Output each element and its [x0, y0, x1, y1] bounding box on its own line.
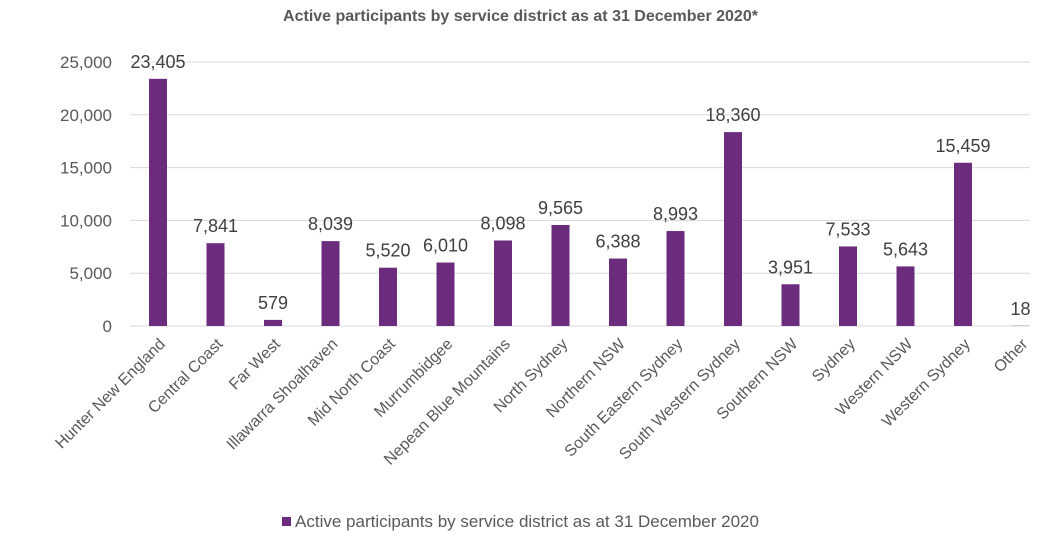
- chart-title: Active participants by service district …: [283, 8, 758, 25]
- data-label: 15,459: [935, 136, 990, 156]
- y-tick-label: 10,000: [60, 211, 112, 230]
- category-label: South Eastern Sydney: [562, 336, 687, 461]
- bar: [379, 267, 397, 326]
- bar: [321, 241, 340, 326]
- bar: [839, 246, 857, 326]
- legend-label: Active participants by service district …: [295, 512, 759, 531]
- y-axis-ticks: 0 5,000 10,000 15,000 20,000 25,000: [60, 53, 112, 336]
- data-label: 7,533: [825, 219, 870, 239]
- legend: Active participants by service district …: [0, 512, 1041, 532]
- bars: [149, 78, 1030, 326]
- data-label: 9,565: [538, 198, 583, 218]
- bar: [149, 78, 167, 326]
- data-label: 7,841: [193, 216, 238, 236]
- category-label: Other: [991, 335, 1032, 376]
- data-label: 18: [1010, 299, 1030, 319]
- data-label: 579: [258, 293, 288, 313]
- bar: [896, 266, 915, 326]
- category-label: Sydney: [809, 336, 859, 386]
- bar: [609, 258, 627, 326]
- data-label: 23,405: [130, 52, 185, 72]
- category-label: Illawarra Shoalhaven: [224, 336, 342, 454]
- data-label: 5,643: [883, 239, 928, 259]
- bar: [781, 284, 800, 326]
- y-tick-label: 5,000: [69, 264, 112, 283]
- bar: [551, 224, 570, 326]
- data-label: 18,360: [705, 105, 760, 125]
- bar: [206, 243, 225, 326]
- bar: [436, 262, 455, 326]
- bar: [494, 240, 512, 326]
- category-label: Hunter New England: [52, 336, 168, 452]
- data-label: 8,098: [480, 213, 525, 233]
- legend-swatch: [282, 517, 292, 526]
- data-labels: 23,405 7,841 579 8,039 5,520 6,010 8,098 9,565 6…: [130, 52, 1030, 319]
- bar: [724, 132, 742, 326]
- data-label: 3,951: [768, 257, 813, 277]
- data-label: 6,388: [595, 232, 640, 252]
- data-label: 8,039: [308, 214, 353, 234]
- gridlines: [130, 61, 1030, 327]
- y-tick-label: 0: [103, 317, 112, 336]
- data-label: 5,520: [365, 241, 410, 261]
- y-tick-label: 20,000: [60, 106, 112, 125]
- bar: [666, 231, 685, 326]
- data-label: 8,993: [653, 204, 698, 224]
- bar: [264, 319, 282, 326]
- y-tick-label: 25,000: [60, 53, 112, 72]
- category-label: Far West: [226, 335, 284, 393]
- bar: [954, 162, 972, 326]
- data-label: 6,010: [423, 236, 468, 256]
- y-tick-label: 15,000: [60, 159, 112, 178]
